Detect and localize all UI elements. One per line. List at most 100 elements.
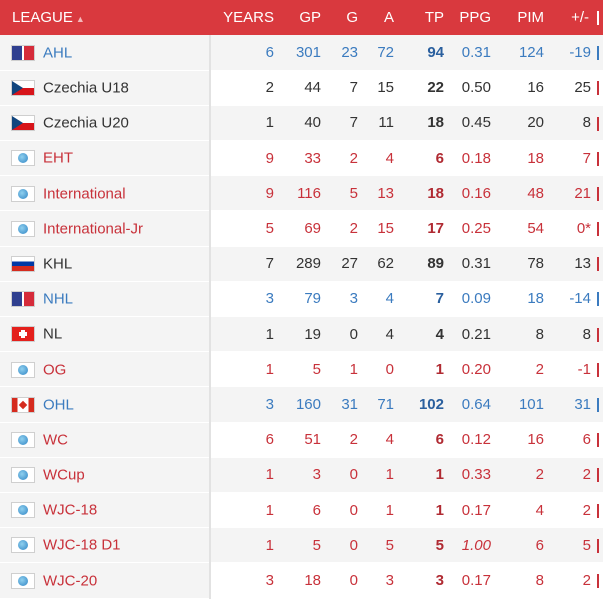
cut-off-marker (597, 503, 599, 518)
league-cell[interactable]: KHL (0, 246, 211, 282)
header-years[interactable]: YEARS (223, 9, 274, 26)
plus-minus-value: 8 (582, 114, 591, 132)
plus-minus-cell: 25 (544, 70, 603, 106)
czech-flag-icon (12, 81, 34, 96)
league-cell[interactable]: NL (0, 316, 211, 353)
league-cell[interactable]: EHT (0, 140, 211, 177)
ppg-cell: 0.17 (444, 492, 491, 529)
ppg-cell: 0.16 (444, 175, 491, 212)
league-link[interactable]: EHT (43, 149, 73, 167)
header-a[interactable]: A (383, 9, 394, 26)
pim-cell: 18 (491, 140, 544, 177)
g-cell: 0 (321, 492, 358, 529)
table-row: Czechia U20 1 40 7 11 18 0.45 20 8 (0, 105, 603, 142)
league-link[interactable]: WJC-18 (43, 501, 98, 519)
pim-cell: 8 (491, 316, 544, 353)
a-cell: 5 (358, 527, 394, 564)
league-cell[interactable]: Czechia U18 (0, 70, 211, 106)
league-link[interactable]: Czechia U18 (43, 79, 129, 97)
header-plus-minus[interactable]: +/- (544, 0, 603, 35)
table-row: EHT 9 33 2 4 6 0.18 18 7 (0, 140, 603, 177)
cut-off-marker (597, 11, 599, 26)
table-row: WJC-20 3 18 0 3 3 0.17 8 2 (0, 562, 603, 599)
league-link[interactable]: KHL (43, 255, 73, 273)
years-cell: 9 (210, 175, 274, 212)
plus-minus-cell: 0* (544, 210, 603, 247)
cut-off-marker (597, 362, 599, 377)
a-cell: 15 (358, 210, 394, 247)
league-cell[interactable]: NHL (0, 281, 211, 318)
header-g[interactable]: G (346, 9, 358, 26)
tp-cell: 18 (394, 175, 444, 212)
g-cell: 1 (321, 351, 358, 388)
years-cell: 9 (210, 140, 274, 177)
league-link[interactable]: WCup (43, 466, 85, 484)
plus-minus-value: 13 (574, 255, 591, 273)
gp-cell: 79 (274, 281, 321, 318)
league-cell[interactable]: International (0, 175, 211, 212)
cut-off-marker (597, 186, 599, 201)
cut-off-marker (597, 292, 599, 307)
pim-cell: 101 (491, 386, 544, 423)
g-cell: 2 (321, 140, 358, 177)
ppg-cell: 1.00 (444, 527, 491, 564)
league-link[interactable]: International-Jr (43, 220, 144, 238)
league-cell[interactable]: WC (0, 422, 211, 458)
header-tp[interactable]: TP (424, 9, 444, 26)
league-cell[interactable]: WJC-18 D1 (0, 527, 211, 564)
cut-off-marker (597, 151, 599, 166)
header-ppg[interactable]: PPG (459, 9, 491, 26)
years-cell: 3 (210, 562, 274, 599)
globe-icon (12, 573, 34, 588)
gp-cell: 301 (274, 35, 321, 71)
globe-icon (12, 221, 34, 236)
league-link[interactable]: Czechia U20 (43, 114, 129, 132)
plus-minus-value: 6 (582, 431, 591, 449)
g-cell: 27 (321, 246, 358, 282)
league-link[interactable]: NHL (43, 290, 74, 308)
league-link[interactable]: WJC-18 D1 (43, 536, 121, 554)
a-cell: 13 (358, 175, 394, 212)
tp-cell: 18 (394, 105, 444, 142)
league-link[interactable]: International (43, 185, 126, 203)
plus-minus-value: 2 (582, 501, 591, 519)
league-cell[interactable]: OHL (0, 386, 211, 423)
years-cell: 1 (210, 351, 274, 388)
table-row: NL 1 19 0 4 4 0.21 8 8 (0, 316, 603, 353)
plus-minus-cell: 31 (544, 386, 603, 423)
league-cell[interactable]: Czechia U20 (0, 105, 211, 142)
a-cell: 15 (358, 70, 394, 106)
plus-minus-cell: 13 (544, 246, 603, 282)
league-cell[interactable]: WJC-18 (0, 492, 211, 529)
league-link[interactable]: NL (43, 325, 63, 343)
league-cell[interactable]: WCup (0, 457, 211, 493)
league-cell[interactable]: OG (0, 351, 211, 388)
ppg-cell: 0.12 (444, 422, 491, 458)
pim-cell: 78 (491, 246, 544, 282)
cut-off-marker (597, 81, 599, 96)
swiss-flag-icon (12, 327, 34, 342)
league-link[interactable]: WC (43, 431, 68, 449)
gp-cell: 51 (274, 422, 321, 458)
a-cell: 4 (358, 140, 394, 177)
tp-cell: 102 (394, 386, 444, 423)
header-gp[interactable]: GP (299, 9, 321, 26)
gp-cell: 33 (274, 140, 321, 177)
league-cell[interactable]: WJC-20 (0, 562, 211, 599)
cut-off-marker (597, 45, 599, 60)
table-row: WC 6 51 2 4 6 0.12 16 6 (0, 422, 603, 458)
league-link[interactable]: AHL (43, 44, 73, 62)
league-cell[interactable]: International-Jr (0, 210, 211, 247)
table-row: International 9 116 5 13 18 0.16 48 21 (0, 175, 603, 212)
ppg-cell: 0.17 (444, 562, 491, 599)
league-link[interactable]: OG (43, 361, 67, 379)
globe-icon (12, 362, 34, 377)
league-link[interactable]: OHL (43, 396, 74, 414)
plus-minus-value: 21 (574, 184, 591, 202)
header-pim[interactable]: PIM (517, 9, 544, 26)
league-link[interactable]: WJC-20 (43, 572, 98, 590)
ppg-cell: 0.50 (444, 70, 491, 106)
header-league[interactable]: LEAGUE ▲ (0, 0, 210, 35)
league-cell[interactable]: AHL (0, 35, 211, 71)
